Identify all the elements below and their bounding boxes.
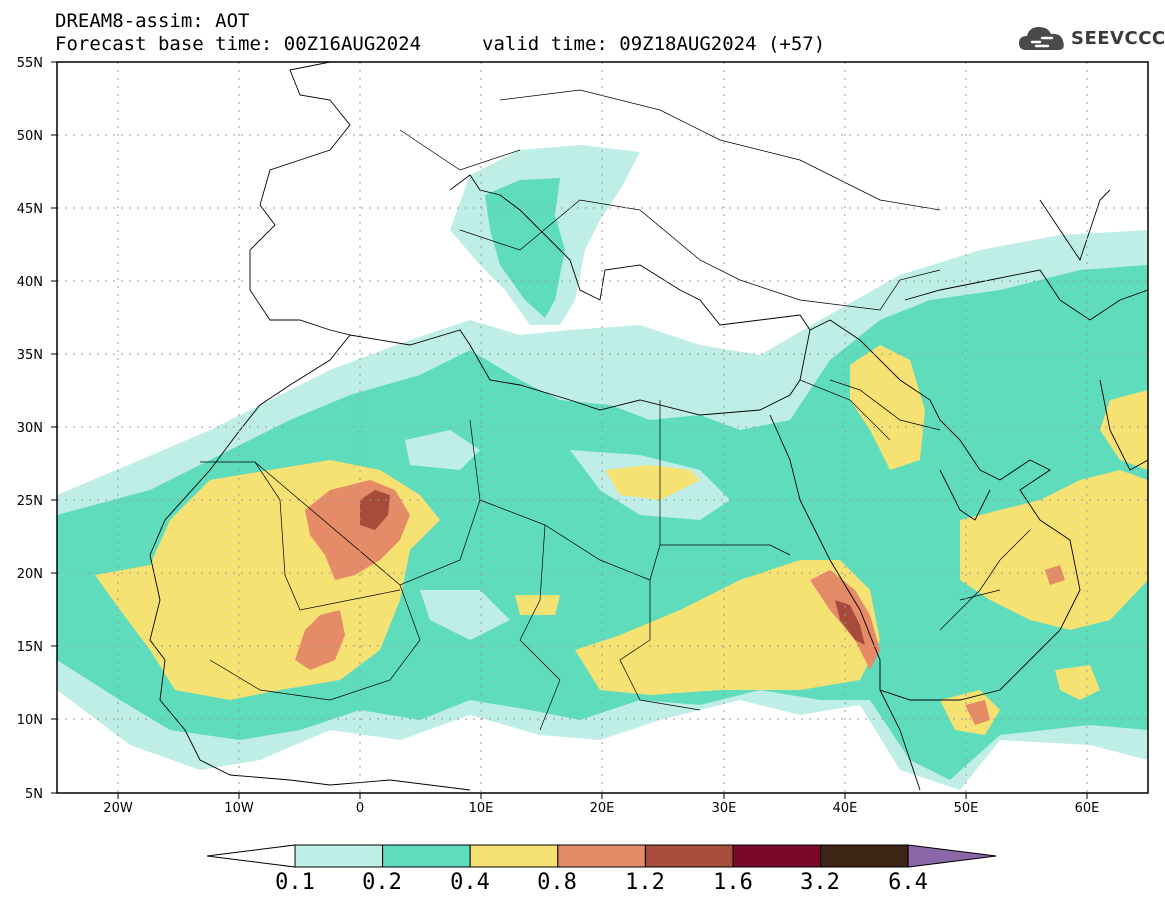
colorbar-bin (469, 844, 559, 868)
lat-axis: 55N 50N 45N 40N 35N 30N 25N 20N 15N 10N … (17, 56, 43, 802)
lat-label: 25N (17, 494, 43, 509)
lon-label: 20E (590, 801, 615, 816)
colorbar-label: 6.4 (888, 870, 928, 895)
borders (200, 89, 1031, 731)
lon-axis: 20W 10W 0 10E 20E 30E 40E 50E 60E (103, 801, 1099, 816)
logo-text: SEEVCCC (1071, 28, 1165, 49)
colorbar-label: 0.4 (450, 870, 490, 895)
lon-label: 40E (833, 801, 858, 816)
colorbar-label: 1.6 (713, 870, 753, 895)
lat-label: 50N (17, 129, 43, 144)
cloud-icon (1019, 27, 1064, 50)
lat-label: 15N (17, 640, 43, 655)
colorbar-bin (732, 844, 822, 868)
lon-ticks (117, 793, 1088, 799)
lon-label: 10W (224, 801, 254, 816)
lat-label: 40N (17, 275, 43, 290)
colorbar-bin (644, 844, 734, 868)
lon-label: 20W (103, 801, 133, 816)
lat-ticks (51, 61, 57, 794)
title-valid-time: valid time: 09Z18AUG2024 (+57) (482, 33, 826, 55)
lat-label: 10N (17, 713, 43, 728)
lon-label: 30E (712, 801, 737, 816)
colorbar-label: 1.2 (625, 870, 665, 895)
lat-label: 20N (17, 567, 43, 582)
colorbar-label: 3.2 (800, 870, 840, 895)
colorbar-bin (557, 844, 646, 868)
lon-label: 60E (1075, 801, 1100, 816)
grid (57, 62, 1148, 793)
title-base-time: Forecast base time: 00Z16AUG2024 (55, 33, 422, 55)
colorbar-label: 0.1 (275, 870, 315, 895)
colorbar-bin (820, 844, 909, 868)
colorbar-label: 0.2 (362, 870, 402, 895)
colorbar-label: 0.8 (537, 870, 577, 895)
colorbar-bin (382, 844, 471, 868)
seevccc-logo: SEEVCCC (1018, 22, 1165, 56)
title-product: DREAM8-assim: AOT (55, 10, 250, 32)
coastlines (149, 62, 1148, 791)
colorbar-bin (294, 844, 384, 868)
lat-label: 30N (17, 421, 43, 436)
lon-label: 10E (469, 801, 494, 816)
lat-label: 45N (17, 202, 43, 217)
colorbar (206, 844, 997, 868)
lon-label: 50E (954, 801, 979, 816)
lat-label: 35N (17, 348, 43, 363)
colorbar-over-arrow (907, 844, 997, 868)
lat-label: 55N (17, 56, 43, 71)
lat-label: 5N (25, 787, 43, 802)
colorbar-under-arrow (206, 844, 296, 868)
lon-label: 0 (356, 801, 364, 816)
